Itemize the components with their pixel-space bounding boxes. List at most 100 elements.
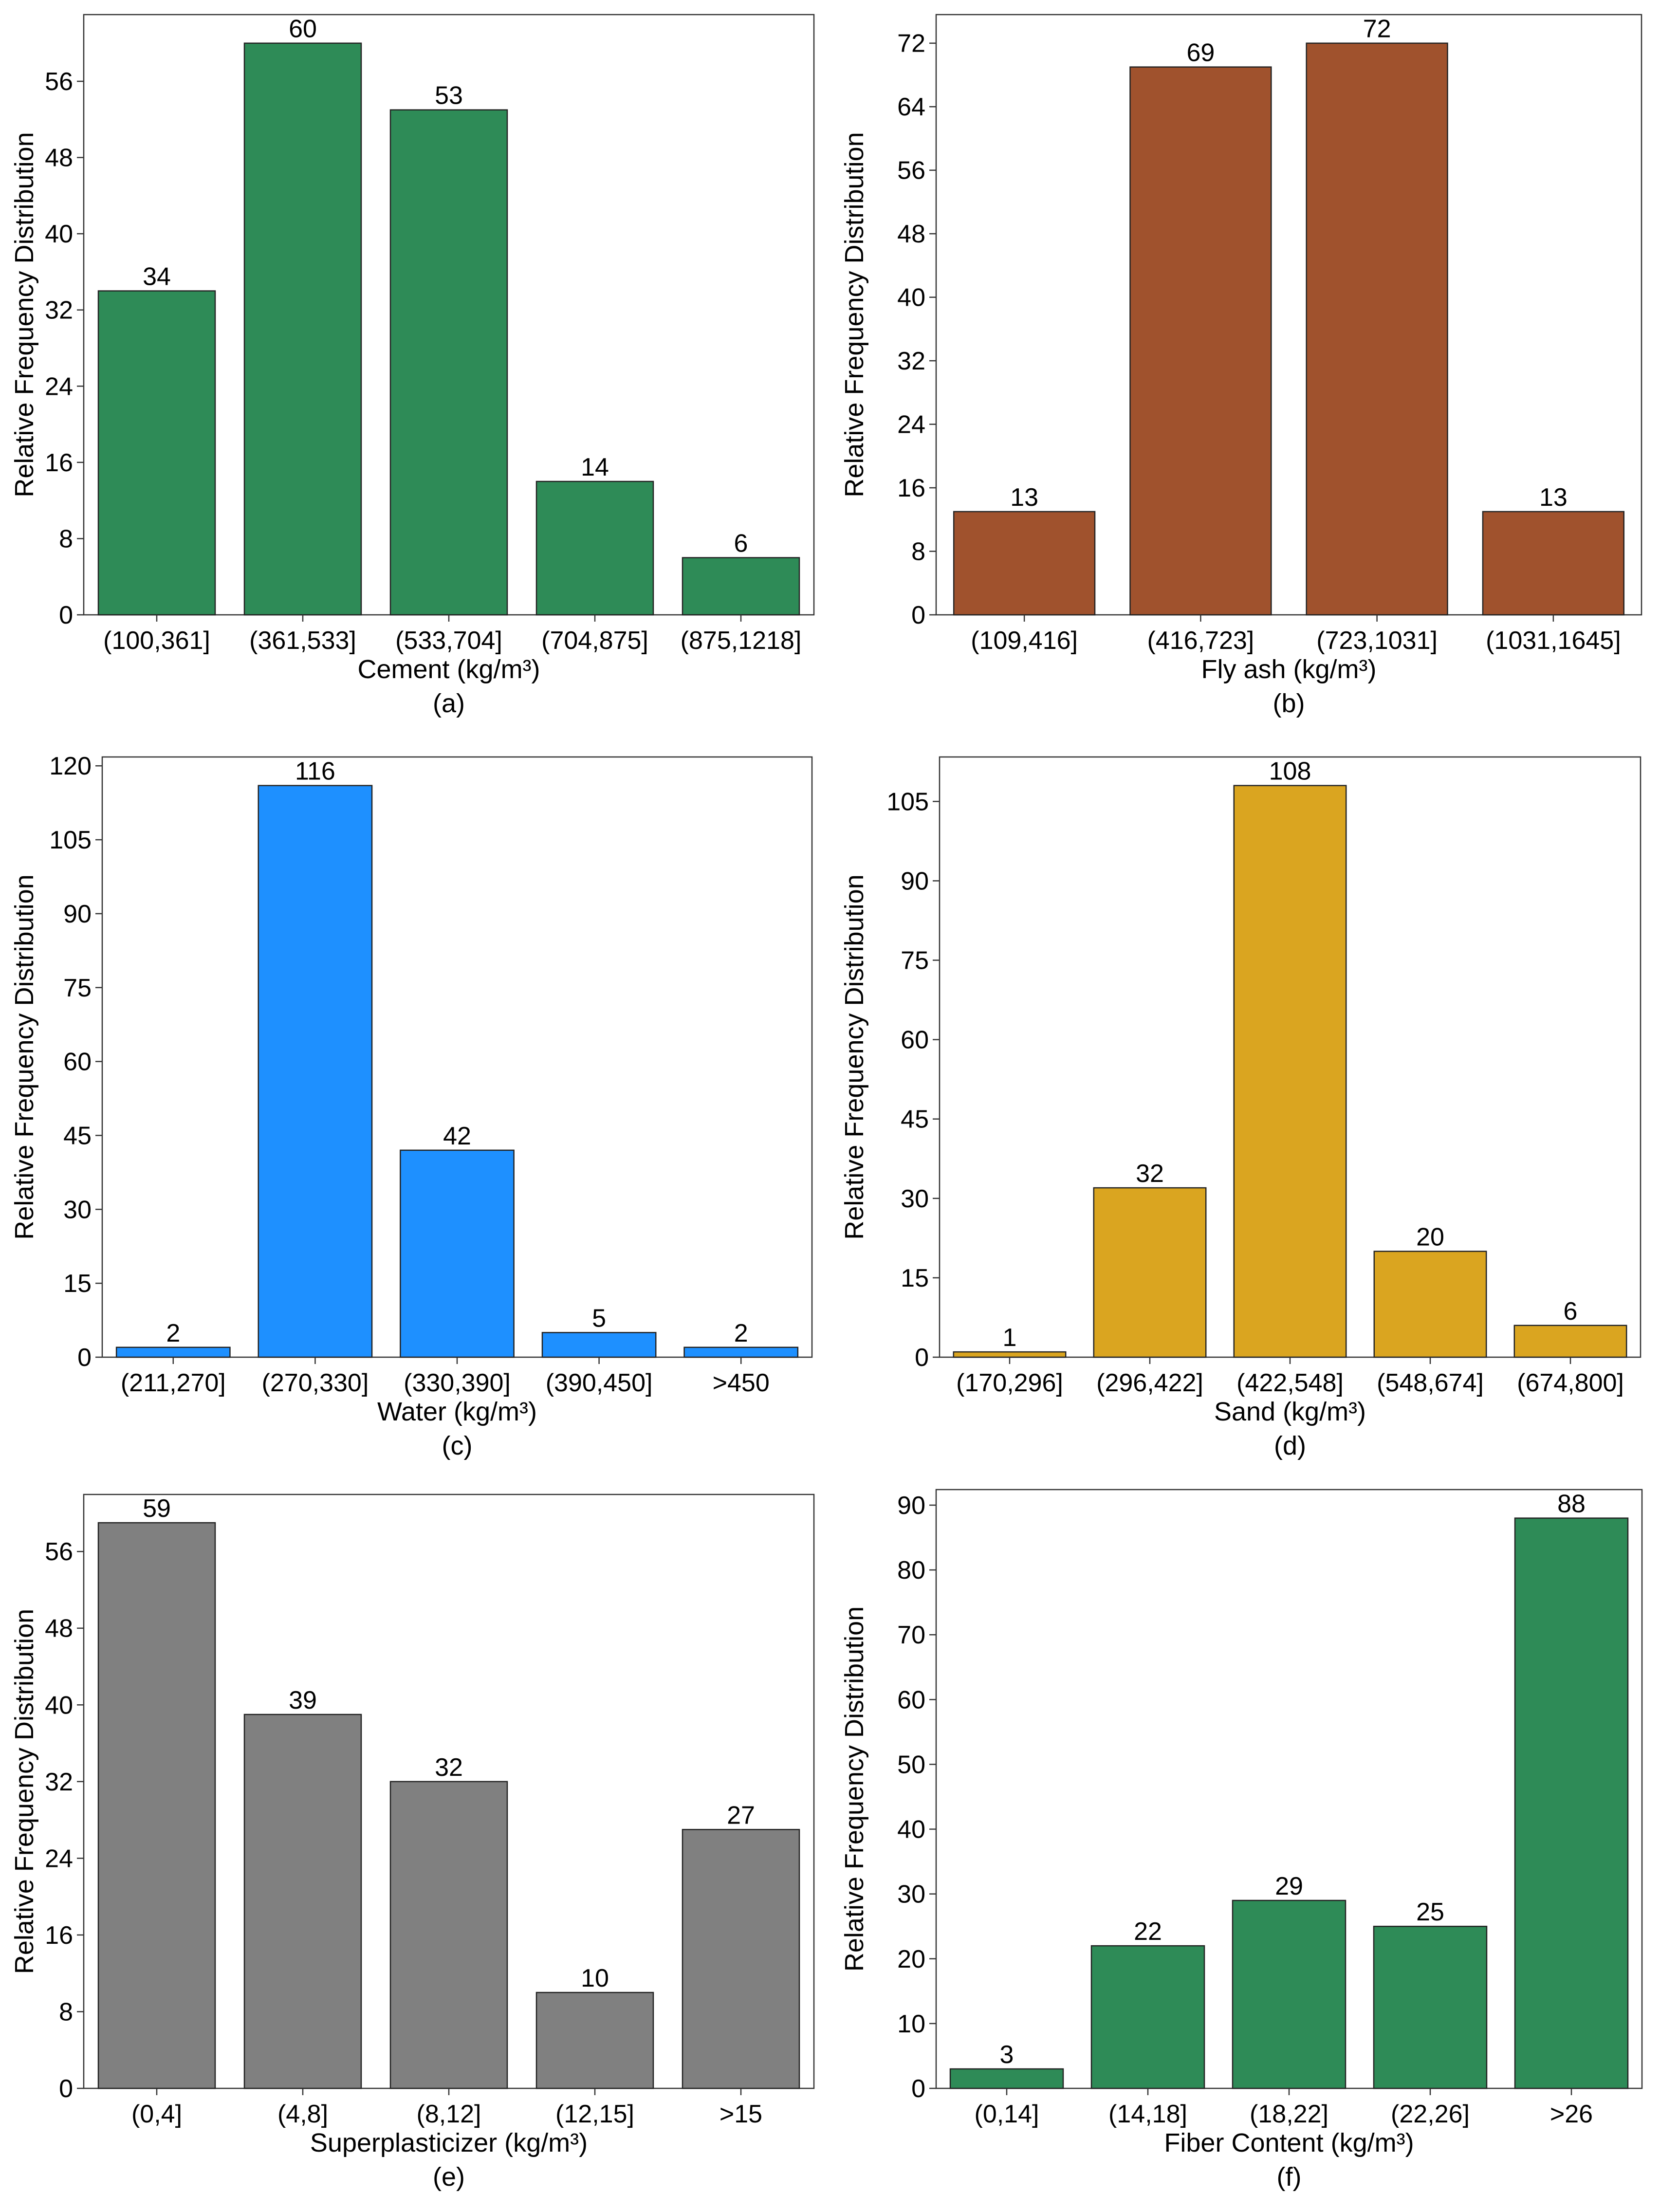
y-tick-label: 90 [901, 867, 929, 895]
bar-value-label: 116 [295, 757, 335, 786]
bar [541, 1332, 657, 1358]
y-tick-label: 50 [897, 1751, 925, 1779]
x-tick-label: (0,4] [131, 2100, 182, 2128]
bar-value-label: 27 [727, 1801, 755, 1829]
bar-value-label: 6 [734, 530, 748, 558]
y-axis-label: Relative Frequency Distribution [840, 1606, 869, 1972]
bar [682, 557, 800, 616]
bar [683, 1346, 799, 1358]
y-tick-label: 90 [897, 1492, 925, 1520]
bar [115, 1346, 231, 1358]
y-tick-label: 105 [886, 788, 929, 816]
y-tick-label: 30 [901, 1185, 929, 1213]
x-axis-label: Water (kg/m³) [377, 1397, 537, 1426]
y-tick-label: 40 [45, 1691, 73, 1719]
y-tick-label: 45 [901, 1106, 929, 1134]
bar [1514, 1517, 1629, 2089]
bar [1233, 785, 1347, 1358]
bar [953, 1351, 1067, 1358]
x-axis-label: Superplasticizer (kg/m³) [310, 2128, 588, 2157]
x-tick-label: (22,26] [1391, 2100, 1470, 2128]
chart-a-svg: 0 8 16 24 32 40 48 56 (100,361] 34 (361,533] 60 (533… [10, 14, 815, 718]
y-tick-label: 0 [59, 2075, 73, 2103]
y-tick-label: 45 [63, 1122, 92, 1150]
y-axis-label: Relative Frequency Distribution [10, 132, 39, 497]
x-tick-label: (100,361] [103, 627, 210, 655]
x-tick-label: (12,15] [555, 2100, 634, 2128]
x-tick-label: (533,704] [395, 627, 502, 655]
x-tick-label: (14,18] [1108, 2100, 1187, 2128]
y-tick-label: 20 [897, 1945, 925, 1973]
y-tick-label: 8 [59, 525, 73, 553]
y-tick-label: 40 [897, 1816, 925, 1844]
bar [389, 1781, 508, 2089]
x-tick-label: (875,1218] [681, 627, 802, 655]
chart-panel-d: 0 15 30 45 60 75 90 105 (170,296] 1 (296,422] 32 (42… [830, 737, 1660, 1475]
y-tick-label: 8 [911, 538, 925, 566]
bar-value-label: 14 [581, 453, 609, 481]
y-tick-label: 16 [45, 1921, 73, 1950]
y-tick-label: 60 [897, 1686, 925, 1714]
y-tick-label: 75 [901, 947, 929, 975]
bar-value-label: 69 [1186, 39, 1215, 67]
chart-b-svg: 0 8 16 24 32 40 48 56 64 72 (109,416] 13 (416,723] 69… [840, 14, 1642, 718]
bar [97, 1522, 216, 2089]
x-tick-label: (548,674] [1377, 1369, 1484, 1397]
bar-value-label: 1 [1003, 1324, 1017, 1352]
y-tick-label: 30 [897, 1880, 925, 1909]
chart-e-svg: 0 8 16 24 32 40 48 56 (0,4] 59 (4,8] 39 (8,12] 32 (12,… [10, 1493, 815, 2192]
bar [258, 785, 373, 1358]
x-tick-label: (361,533] [249, 627, 356, 655]
panel-label: (b) [1273, 689, 1305, 718]
x-tick-label: >450 [713, 1369, 770, 1397]
bar-value-label: 22 [1134, 1917, 1162, 1946]
chart-panel-b: 0 8 16 24 32 40 48 56 64 72 (109,416] 13 (416,723] 69… [830, 0, 1660, 737]
y-tick-label: 48 [897, 220, 925, 248]
chart-d-svg: 0 15 30 45 60 75 90 105 (170,296] 1 (296,422] 32 (42… [840, 756, 1642, 1460]
bar-value-label: 6 [1564, 1297, 1578, 1326]
x-tick-label: >15 [719, 2100, 762, 2128]
bar-value-label: 25 [1416, 1898, 1444, 1926]
bar-value-label: 13 [1539, 483, 1568, 512]
bar-value-label: 3 [1000, 2041, 1014, 2069]
bar [1373, 1925, 1488, 2089]
x-tick-label: (330,390] [404, 1369, 511, 1397]
x-tick-label: (674,800] [1517, 1369, 1624, 1397]
x-axis-label: Sand (kg/m³) [1214, 1397, 1366, 1426]
plot-frame [935, 14, 1642, 616]
x-tick-label: (390,450] [546, 1369, 653, 1397]
bar-value-label: 2 [734, 1319, 748, 1347]
y-tick-label: 40 [897, 284, 925, 312]
x-tick-label: (8,12] [417, 2100, 481, 2128]
y-tick-label: 30 [63, 1196, 92, 1224]
y-tick-label: 24 [897, 411, 925, 439]
chart-panel-e: 0 8 16 24 32 40 48 56 (0,4] 59 (4,8] 39 (8,12] 32 (12,… [0, 1475, 830, 2212]
y-tick-label: 0 [911, 2075, 925, 2103]
bar [1373, 1251, 1487, 1358]
chart-f-svg: 0 10 20 30 40 50 60 70 80 90 (0,14] 3 (14,18] 22 (18,2… [840, 1489, 1643, 2192]
y-tick-label: 16 [45, 449, 73, 477]
bar-value-label: 53 [435, 82, 463, 110]
chart-c-svg: 0 15 30 45 60 75 90 105 120 (211,270] 2 (270,330] 11… [10, 752, 813, 1460]
y-axis-label: Relative Frequency Distribution [10, 874, 39, 1239]
bar-value-label: 88 [1557, 1490, 1586, 1518]
y-tick-label: 56 [45, 68, 73, 96]
y-tick-label: 0 [77, 1344, 92, 1372]
x-tick-label: (422,548] [1236, 1369, 1344, 1397]
y-tick-label: 15 [63, 1270, 92, 1298]
y-tick-label: 40 [45, 220, 73, 248]
bar-value-label: 60 [289, 15, 317, 43]
x-tick-label: (416,723] [1147, 627, 1254, 655]
y-tick-label: 32 [897, 347, 925, 375]
bar-value-label: 32 [1136, 1160, 1164, 1188]
y-tick-label: 10 [897, 2010, 925, 2038]
y-tick-label: 56 [45, 1538, 73, 1566]
y-axis-label: Relative Frequency Distribution [10, 1609, 39, 1974]
x-tick-label: (109,416] [971, 627, 1078, 655]
bar [953, 511, 1096, 616]
x-tick-label: (723,1031] [1316, 627, 1438, 655]
y-tick-label: 32 [45, 1768, 73, 1796]
bar [682, 1829, 800, 2089]
panel-label: (d) [1274, 1431, 1306, 1460]
